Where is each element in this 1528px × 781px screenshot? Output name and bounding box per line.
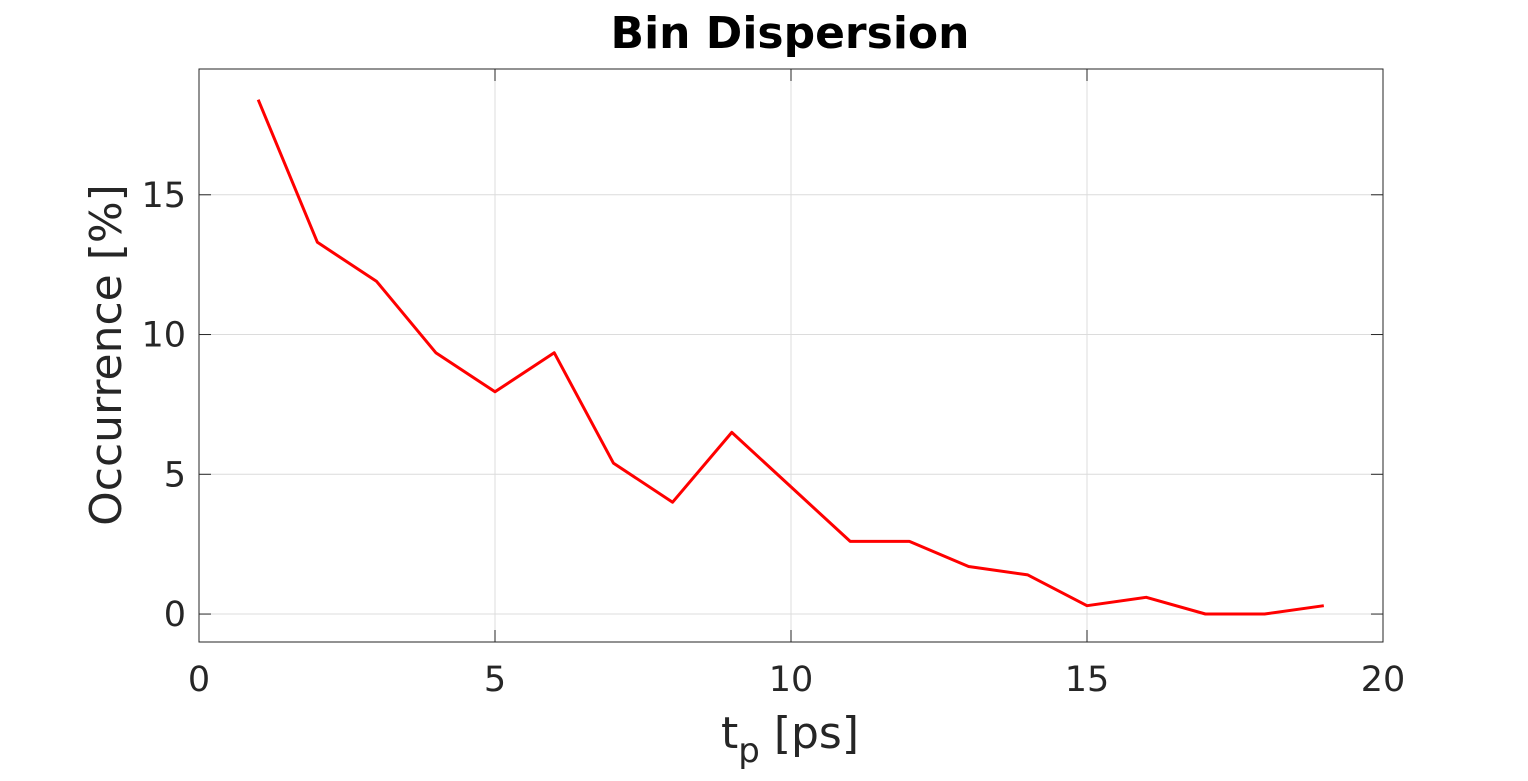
y-tick-labels: 0 5 10 15 [141, 176, 186, 635]
x-axis-label: tp [ps] [721, 708, 859, 771]
x-tick-label: 10 [769, 660, 814, 700]
x-axis-label-main: t [721, 708, 738, 759]
x-tick-labels: 0 5 10 15 20 [188, 660, 1405, 700]
y-tick-label: 0 [164, 595, 186, 635]
plot-frame [198, 68, 1384, 643]
x-tick-label: 0 [188, 660, 210, 700]
series-line [256, 99, 1325, 616]
y-tick-label: 15 [141, 176, 186, 216]
x-axis-label-subscript: p [738, 731, 760, 771]
chart-title: Bin Dispersion [611, 8, 970, 59]
grid-lines [198, 69, 1384, 642]
series-group [256, 99, 1325, 616]
y-tick-label: 5 [164, 455, 186, 495]
y-axis-label: Occurrence [%] [81, 184, 132, 526]
x-tick-label: 5 [484, 660, 506, 700]
x-tick-label: 20 [1361, 660, 1406, 700]
x-axis-label-unit: [ps] [760, 708, 859, 759]
x-tick-label: 15 [1065, 660, 1110, 700]
y-tick-label: 10 [141, 316, 186, 356]
